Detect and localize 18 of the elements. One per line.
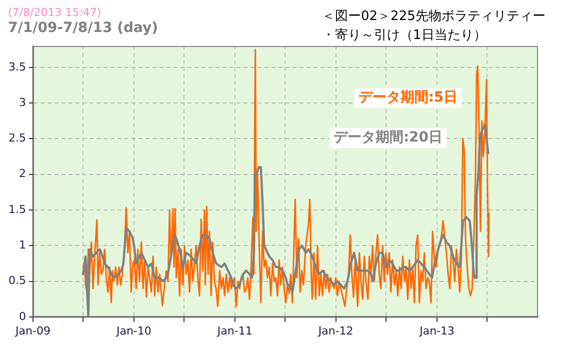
y-tick-label: 1: [19, 238, 26, 252]
y-tick-label: 0.5: [8, 274, 26, 288]
y-tick-label: 2.5: [8, 132, 26, 145]
x-tick-label: Jan-11: [216, 324, 252, 338]
x-tick-label: Jan-10: [115, 324, 152, 338]
x-tick-label: Jan-12: [317, 324, 354, 338]
chart-subtitle: 7/1/09-7/8/13 (day): [8, 20, 158, 36]
text: データ期間:20日: [333, 130, 443, 146]
series-label: データ期間:5日: [358, 90, 458, 106]
y-tick-label: 2: [19, 167, 26, 180]
y-tick-label: 3: [19, 96, 26, 109]
text: (7/8/2013 15:47): [8, 6, 102, 19]
y-tick-label: 3.5: [8, 60, 26, 74]
y-tick-label: 1.5: [8, 202, 26, 216]
y-tick-label: 0: [19, 310, 26, 323]
chart-title: ＜図ー02＞225先物ボラティリティー・寄り～引け（1日当たり）: [322, 8, 546, 45]
x-tick-label: Jan-09: [14, 324, 50, 338]
x-tick-label: Jan-13: [418, 324, 455, 338]
